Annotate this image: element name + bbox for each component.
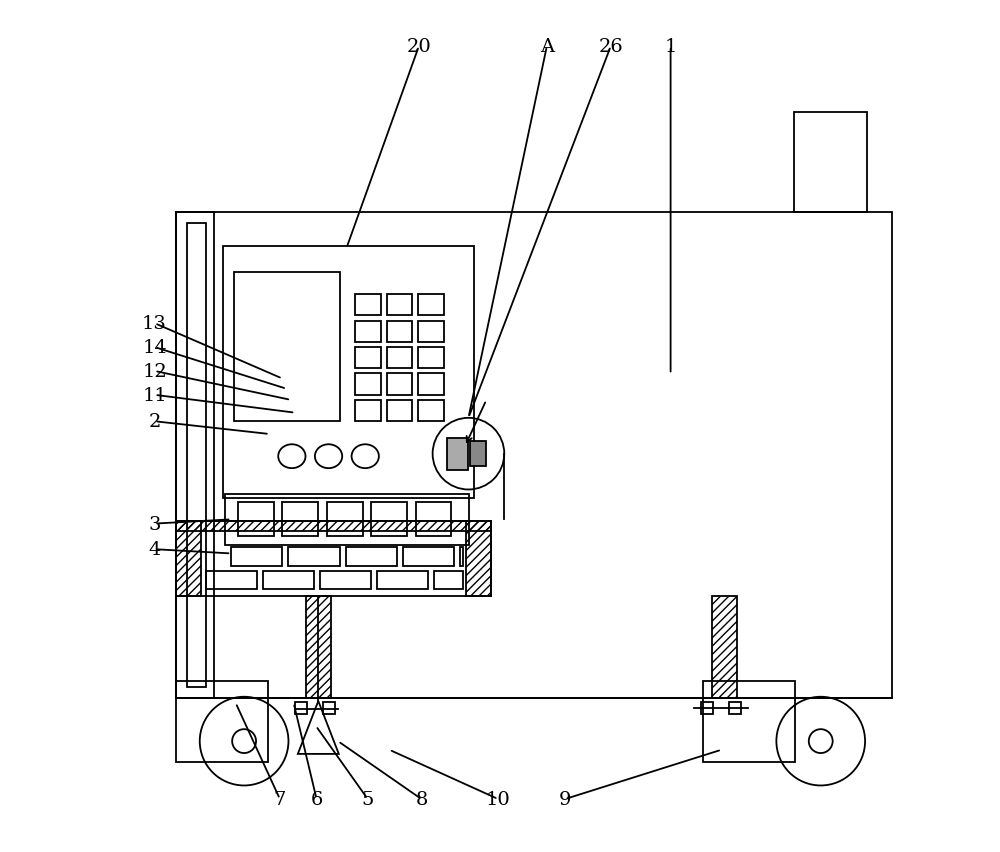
Bar xyxy=(418,321,444,343)
Bar xyxy=(238,503,274,537)
Bar xyxy=(712,596,737,699)
Bar xyxy=(447,438,468,470)
Bar xyxy=(794,112,867,213)
Bar xyxy=(355,374,381,395)
Bar xyxy=(176,521,201,596)
Bar xyxy=(403,548,454,567)
Bar xyxy=(234,273,340,422)
Text: 3: 3 xyxy=(148,515,161,533)
Bar xyxy=(470,441,486,467)
Bar xyxy=(418,295,444,316)
Bar xyxy=(187,224,206,688)
Bar xyxy=(355,400,381,422)
Bar xyxy=(434,571,463,590)
Bar xyxy=(466,521,491,596)
Bar xyxy=(377,571,428,590)
Bar xyxy=(387,348,412,369)
Bar xyxy=(355,295,381,316)
Bar xyxy=(176,521,491,596)
Bar xyxy=(387,400,412,422)
Bar xyxy=(320,571,371,590)
Bar xyxy=(387,295,412,316)
Bar xyxy=(418,374,444,395)
Bar xyxy=(701,702,713,714)
Bar xyxy=(288,548,340,567)
Text: 20: 20 xyxy=(407,37,431,56)
Text: 4: 4 xyxy=(148,540,161,559)
Text: 7: 7 xyxy=(274,790,286,809)
Bar xyxy=(223,247,474,498)
Text: A: A xyxy=(540,37,554,56)
Text: 1: 1 xyxy=(664,37,677,56)
Text: 5: 5 xyxy=(362,790,374,809)
Bar xyxy=(282,503,318,537)
Bar xyxy=(176,213,214,699)
Bar xyxy=(206,571,257,590)
Text: 11: 11 xyxy=(142,386,167,405)
Bar xyxy=(418,400,444,422)
Bar xyxy=(176,521,491,532)
Bar xyxy=(327,503,363,537)
Bar xyxy=(729,702,741,714)
Bar xyxy=(263,571,314,590)
Bar xyxy=(418,348,444,369)
Bar xyxy=(416,503,451,537)
Text: 9: 9 xyxy=(559,790,571,809)
Bar xyxy=(387,321,412,343)
Bar xyxy=(295,702,307,714)
Bar xyxy=(355,348,381,369)
Bar xyxy=(355,321,381,343)
Text: 12: 12 xyxy=(142,362,167,381)
Bar xyxy=(176,682,268,763)
Bar xyxy=(306,596,331,699)
Bar xyxy=(323,702,335,714)
Bar xyxy=(225,494,469,545)
Bar xyxy=(387,374,412,395)
Text: 26: 26 xyxy=(599,37,623,56)
Text: 14: 14 xyxy=(142,338,167,357)
Bar xyxy=(231,548,282,567)
Bar xyxy=(371,503,407,537)
Text: 6: 6 xyxy=(310,790,323,809)
Text: 8: 8 xyxy=(415,790,428,809)
Bar xyxy=(460,548,463,567)
Text: 2: 2 xyxy=(148,412,161,431)
Text: 10: 10 xyxy=(486,790,511,809)
Bar xyxy=(703,682,795,763)
Bar xyxy=(346,548,397,567)
Bar xyxy=(176,213,892,699)
Text: 13: 13 xyxy=(142,314,167,333)
